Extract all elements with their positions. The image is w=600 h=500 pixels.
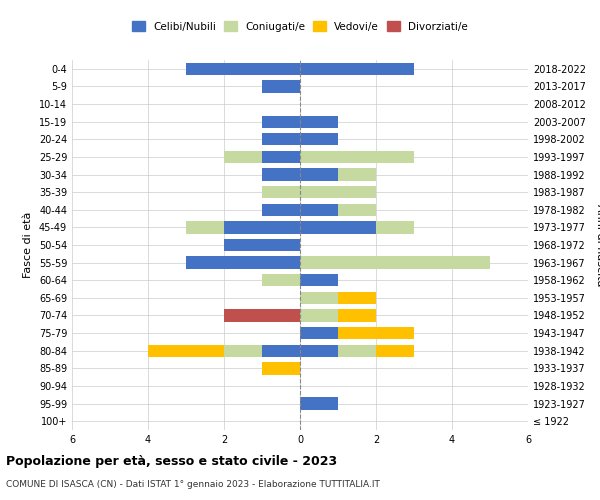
Bar [300, 292, 338, 304]
Bar [262, 344, 300, 357]
Bar [300, 221, 376, 234]
Bar [262, 116, 300, 128]
Y-axis label: Anni di nascita: Anni di nascita [595, 204, 600, 286]
Bar [262, 362, 300, 374]
Bar [262, 168, 300, 180]
Bar [224, 239, 300, 251]
Bar [262, 150, 300, 163]
Bar [300, 150, 414, 163]
Legend: Celibi/Nubili, Coniugati/e, Vedovi/e, Divorziati/e: Celibi/Nubili, Coniugati/e, Vedovi/e, Di… [128, 17, 472, 36]
Bar [300, 256, 490, 269]
Bar [338, 344, 376, 357]
Bar [224, 310, 300, 322]
Bar [186, 221, 224, 234]
Bar [186, 256, 300, 269]
Bar [300, 274, 338, 286]
Bar [300, 168, 338, 180]
Bar [224, 344, 262, 357]
Bar [224, 221, 300, 234]
Bar [376, 221, 414, 234]
Bar [262, 204, 300, 216]
Bar [338, 327, 414, 340]
Bar [300, 398, 338, 409]
Bar [262, 274, 300, 286]
Bar [376, 344, 414, 357]
Bar [300, 344, 338, 357]
Bar [338, 310, 376, 322]
Bar [300, 62, 414, 75]
Bar [338, 292, 376, 304]
Bar [262, 80, 300, 92]
Bar [300, 116, 338, 128]
Bar [262, 186, 300, 198]
Bar [224, 150, 262, 163]
Text: COMUNE DI ISASCA (CN) - Dati ISTAT 1° gennaio 2023 - Elaborazione TUTTITALIA.IT: COMUNE DI ISASCA (CN) - Dati ISTAT 1° ge… [6, 480, 380, 489]
Bar [186, 62, 300, 75]
Bar [338, 204, 376, 216]
Text: Popolazione per età, sesso e stato civile - 2023: Popolazione per età, sesso e stato civil… [6, 455, 337, 468]
Bar [262, 133, 300, 145]
Bar [300, 204, 338, 216]
Bar [300, 310, 338, 322]
Bar [148, 344, 224, 357]
Y-axis label: Fasce di età: Fasce di età [23, 212, 33, 278]
Bar [338, 168, 376, 180]
Bar [300, 327, 338, 340]
Bar [300, 186, 376, 198]
Bar [300, 133, 338, 145]
